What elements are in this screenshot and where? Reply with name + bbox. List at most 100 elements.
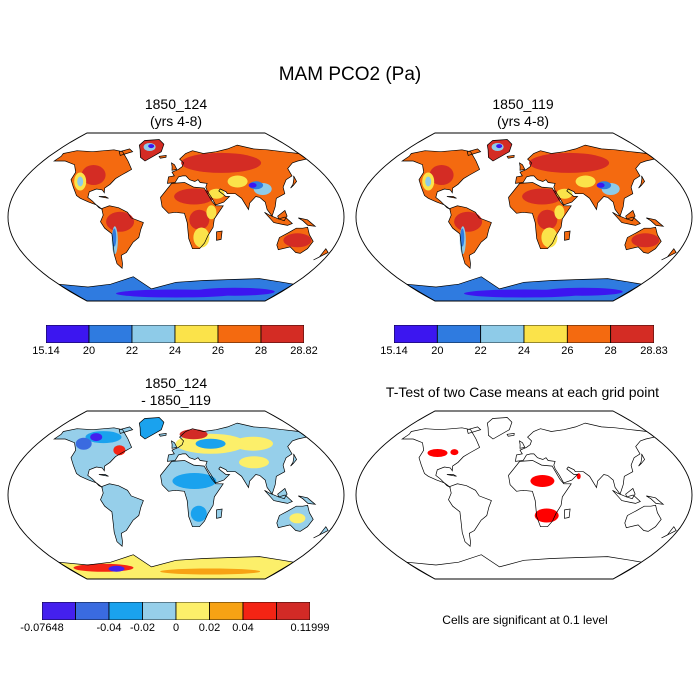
coastline-namerica [401, 149, 481, 210]
land-eurasia [515, 423, 655, 495]
cb2-swatch [610, 325, 654, 343]
land-uk [519, 440, 525, 449]
map-border [7, 132, 345, 302]
field-high-na [429, 165, 454, 185]
coastline-nz [313, 526, 329, 539]
cb3-swatch [75, 602, 110, 620]
field-high-amazon [454, 211, 483, 232]
cb1-swatch [131, 325, 176, 343]
coastline-indonesia [612, 489, 641, 504]
coastline-samerica [100, 483, 144, 548]
cb1-swatch [46, 325, 90, 343]
cb3-label: -0.07648 [20, 622, 64, 634]
cb2-swatch [523, 325, 568, 343]
cb1-swatch [260, 325, 304, 343]
field-min-greenland [496, 144, 503, 149]
field-min-antarctica-east [194, 287, 275, 296]
coastline-australia [624, 504, 662, 532]
cb2-swatch [394, 325, 438, 343]
land-samerica [448, 483, 492, 547]
map-panel-2 [355, 132, 693, 302]
map-panel-1 [7, 132, 345, 302]
land-samerica [100, 483, 144, 547]
field-min-greenland [148, 144, 155, 149]
field-diff-pos-antarctica-w [73, 563, 134, 572]
coastline-borneo [277, 209, 288, 222]
cb3-swatch [108, 602, 143, 620]
coastline-africa [160, 460, 224, 528]
coastline-iceland [506, 432, 515, 437]
coastline-australia [624, 226, 662, 254]
coastline-newguinea [646, 495, 665, 505]
field-low-rockies [77, 176, 84, 187]
coastline-baffin [118, 148, 134, 156]
cb3-swatch [209, 602, 244, 620]
cb3-swatch [42, 602, 76, 620]
land-greenland [139, 417, 164, 439]
cb3-label: 0.04 [232, 622, 254, 634]
cb1-label: 20 [82, 345, 96, 357]
cb2-label: 15.14 [380, 345, 408, 357]
coastline-nz [661, 526, 677, 539]
coastline-uk [519, 440, 526, 449]
field-mid-south-africa [193, 227, 210, 248]
coastline-cuba [98, 474, 109, 477]
map-border [355, 132, 693, 302]
land-greenland [487, 417, 512, 439]
field-high-australia [283, 233, 312, 248]
cb2-swatch [480, 325, 525, 343]
cb2-label: 26 [561, 345, 574, 357]
field-diff-neg-canada-core [75, 437, 92, 450]
panel-3-title: 1850_124 - 1850_119 [46, 375, 306, 409]
field-min-antarctica-east [542, 287, 623, 296]
land-newguinea [646, 495, 664, 505]
field-mid-arabia [556, 188, 573, 199]
colorbar-2: 15.14 20 22 24 26 28 28.83 [380, 325, 668, 357]
cb1-swatch [174, 325, 219, 343]
land-madagascar [564, 509, 571, 519]
land-baffin [119, 148, 133, 156]
field-mid-arabia [208, 188, 225, 199]
coastline-namerica [53, 149, 133, 210]
field-low-andes-core [460, 228, 465, 247]
field-min-tibet [248, 182, 257, 188]
panel-2-title: 1850_119 (yrs 4-8) [393, 96, 653, 130]
field-diff-max-scandinavia [179, 429, 208, 440]
cb2-label: 24 [517, 345, 531, 357]
field-diff-pos-asia [239, 456, 269, 469]
coastline-uk [519, 162, 526, 171]
field-diff-neg-sahel [172, 473, 217, 489]
coastline-samerica [448, 205, 492, 270]
land-namerica [54, 427, 132, 488]
land-nz [661, 526, 677, 538]
field-high-siberia [181, 152, 262, 173]
coastline-eurasia [166, 144, 308, 217]
coastline-iceland [158, 432, 167, 437]
sig-region-na [427, 449, 448, 457]
field-mid-central-asia [575, 175, 596, 188]
land-australia [624, 505, 662, 532]
coastline-madagascar [216, 508, 223, 519]
map-panel-3 [7, 410, 345, 580]
field-low-rockies [425, 176, 432, 187]
coastline-uk [171, 440, 178, 449]
cb3-label: 0 [172, 622, 180, 634]
coastline-greenland [138, 417, 165, 440]
field-diff-neg-sa [190, 505, 207, 522]
sig-region-lakes [450, 449, 459, 456]
land-newguinea [298, 217, 316, 227]
field-mid-south-africa [541, 227, 558, 248]
coastline-africa [508, 182, 572, 250]
coastline-borneo [277, 487, 288, 500]
land-africa [508, 460, 572, 527]
map-layer [53, 139, 329, 301]
coastline-africa [160, 182, 224, 250]
cb2-label: 28 [604, 345, 617, 357]
coastline-namerica [401, 427, 481, 488]
field-diff-pos-quebec [113, 445, 126, 456]
cb3-swatches [42, 602, 310, 620]
cb1-swatch [217, 325, 262, 343]
coastline-borneo [625, 209, 636, 222]
coastline-baffin [118, 426, 134, 434]
sig-region-arabia [576, 473, 581, 480]
